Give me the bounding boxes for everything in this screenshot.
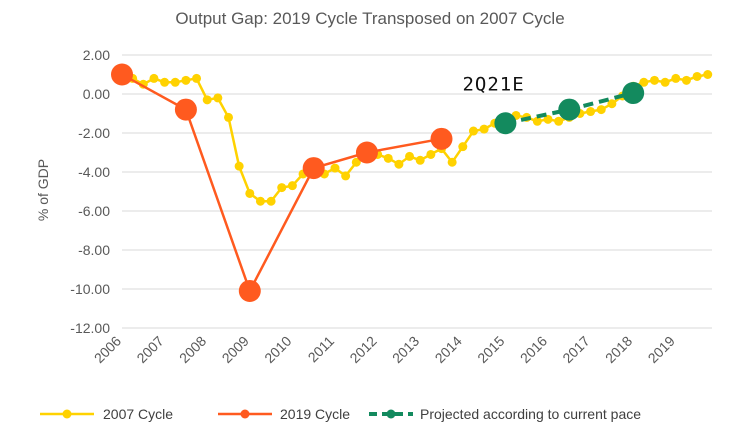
- data-point: [468, 126, 478, 136]
- y-axis-ticks: 2.00 0.00 -2.00 -4.00 -6.00 -8.00 -10.00 -12.00: [70, 47, 110, 336]
- data-point: [255, 196, 265, 206]
- data-point: [458, 142, 468, 152]
- y-tick-label: -10.00: [70, 281, 110, 297]
- x-tick-label: 2008: [176, 333, 209, 366]
- legend-label: 2019 Cycle: [280, 406, 350, 422]
- y-tick-label: -8.00: [78, 242, 110, 258]
- data-point: [111, 63, 133, 86]
- data-point: [245, 188, 255, 198]
- data-point: [202, 95, 212, 105]
- data-point: [223, 112, 233, 122]
- data-point: [394, 159, 404, 169]
- data-point: [532, 116, 542, 126]
- data-point: [586, 107, 596, 117]
- data-point: [302, 157, 325, 180]
- series-line: [121, 73, 442, 295]
- x-tick-label: 2011: [305, 333, 338, 366]
- data-point: [234, 161, 244, 171]
- chart-title: Output Gap: 2019 Cycle Transposed on 200…: [175, 9, 564, 28]
- data-point: [494, 112, 517, 135]
- data-point: [703, 70, 713, 79]
- legend: 2007 Cycle 2019 Cycle Projected according …: [40, 406, 641, 422]
- legend-marker: [62, 409, 72, 419]
- data-point: [174, 98, 197, 121]
- data-point: [149, 73, 159, 83]
- data-point: [181, 75, 191, 85]
- series-2: [111, 63, 453, 302]
- data-point: [543, 114, 553, 124]
- legend-item-1: 2007 Cycle: [40, 406, 173, 422]
- y-tick-label: 0.00: [83, 86, 110, 102]
- data-point: [430, 127, 453, 150]
- data-point: [671, 73, 681, 83]
- data-point: [277, 183, 287, 193]
- x-tick-label: 2009: [219, 333, 252, 366]
- legend-marker: [386, 409, 396, 419]
- legend-label: Projected according to current pace: [420, 406, 641, 422]
- data-point: [330, 163, 340, 173]
- x-tick-label: 2013: [389, 333, 422, 366]
- x-tick-label: 2014: [432, 333, 465, 366]
- data-point: [341, 171, 351, 181]
- y-tick-label: 2.00: [83, 47, 110, 63]
- legend-marker: [240, 409, 250, 419]
- series-3: [494, 82, 645, 135]
- data-point: [607, 99, 617, 109]
- data-point: [238, 279, 261, 302]
- data-point: [692, 71, 702, 81]
- data-point: [213, 93, 223, 103]
- y-tick-label: -2.00: [78, 125, 110, 141]
- data-point: [170, 77, 180, 87]
- data-point: [447, 157, 457, 167]
- data-point: [426, 149, 436, 159]
- data-point: [554, 116, 564, 126]
- data-point: [622, 82, 645, 105]
- data-point: [415, 155, 425, 165]
- legend-label: 2007 Cycle: [103, 406, 173, 422]
- data-point: [266, 196, 276, 206]
- data-point: [383, 153, 393, 163]
- y-tick-label: -4.00: [78, 164, 110, 180]
- annotation-2q21e: 2Q21E: [462, 73, 524, 95]
- legend-item-3: Projected according to current pace: [369, 406, 641, 422]
- data-point: [649, 75, 659, 85]
- data-point: [192, 73, 202, 83]
- x-tick-label: 2006: [91, 333, 124, 366]
- data-point: [660, 77, 670, 87]
- x-tick-label: 2010: [261, 333, 294, 366]
- x-tick-label: 2017: [559, 333, 592, 366]
- data-point: [405, 151, 415, 161]
- data-point: [287, 181, 297, 191]
- series-layer: [111, 63, 713, 302]
- x-tick-label: 2019: [645, 333, 678, 366]
- x-tick-label: 2015: [474, 333, 507, 366]
- data-point: [681, 75, 691, 85]
- data-point: [160, 77, 170, 87]
- data-point: [351, 157, 361, 167]
- x-tick-label: 2007: [133, 333, 166, 366]
- data-point: [596, 105, 606, 115]
- y-tick-label: -6.00: [78, 203, 110, 219]
- data-point: [479, 124, 489, 134]
- x-tick-label: 2018: [602, 333, 635, 366]
- data-point: [355, 141, 378, 164]
- y-axis-label: % of GDP: [35, 159, 51, 221]
- legend-item-2: 2019 Cycle: [218, 406, 350, 422]
- data-point: [639, 77, 649, 87]
- x-axis-ticks: 2006 2007 2008 2009 2010 2011 2012 2013 2014 2015…: [91, 333, 678, 366]
- data-point: [558, 98, 581, 121]
- x-tick-label: 2012: [346, 333, 379, 366]
- x-tick-label: 2016: [517, 333, 550, 366]
- y-tick-label: -12.00: [70, 320, 110, 336]
